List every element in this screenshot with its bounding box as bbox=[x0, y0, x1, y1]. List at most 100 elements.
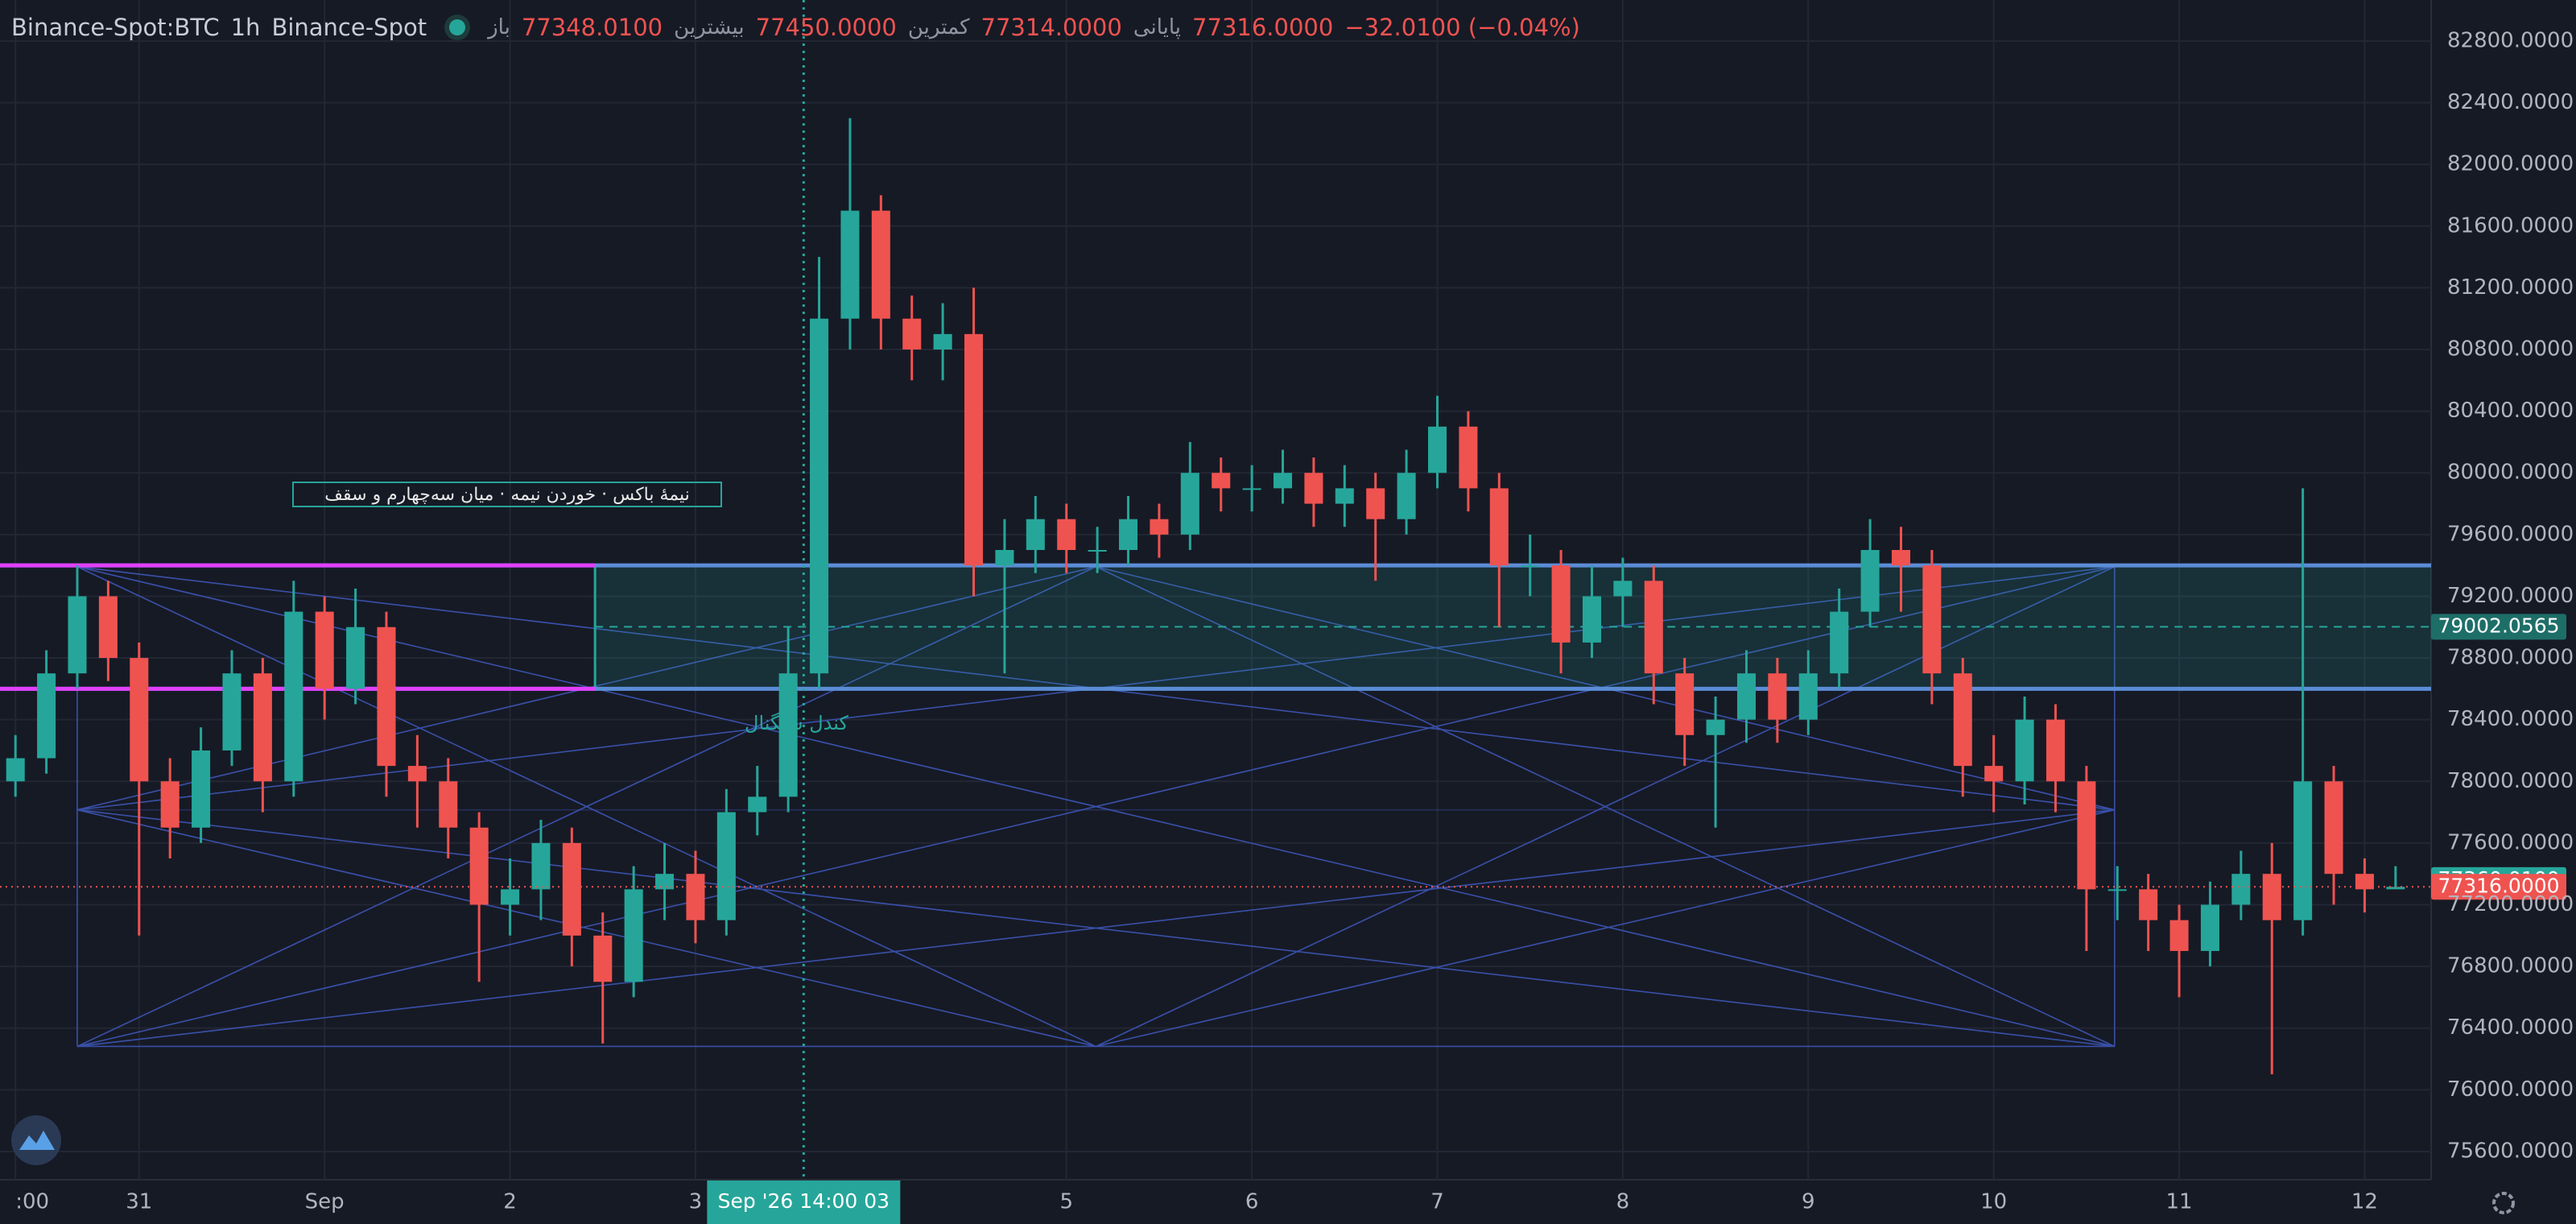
candle-body bbox=[407, 766, 427, 782]
y-tick-label: 76800.0000 bbox=[2447, 954, 2574, 978]
high-value: 77450.0000 bbox=[755, 14, 897, 41]
open-label: باز bbox=[488, 15, 510, 39]
candle-body bbox=[964, 333, 984, 566]
candle-body bbox=[1984, 766, 2004, 782]
y-tick-label: 79600.0000 bbox=[2447, 522, 2574, 546]
candle-body bbox=[1489, 488, 1509, 566]
candle-body bbox=[902, 318, 922, 350]
candle-body bbox=[1427, 426, 1447, 473]
candle-body bbox=[871, 210, 890, 319]
candle-body bbox=[593, 935, 613, 982]
candle-body bbox=[1150, 519, 1169, 535]
price-label: 79002.0565 bbox=[2438, 614, 2559, 637]
y-tick-label: 77200.0000 bbox=[2447, 892, 2574, 916]
candle-body bbox=[68, 596, 87, 674]
candle-body bbox=[1953, 673, 1972, 767]
candle-body bbox=[1768, 673, 1787, 720]
y-tick-label: 80400.0000 bbox=[2447, 399, 2574, 423]
candle-body bbox=[1057, 519, 1076, 550]
candle-body bbox=[562, 842, 581, 936]
fan-line bbox=[76, 566, 2115, 1048]
y-tick-label: 76000.0000 bbox=[2447, 1077, 2574, 1102]
fan-line bbox=[76, 808, 2115, 1048]
y-tick-label: 75600.0000 bbox=[2447, 1139, 2574, 1163]
candle-body bbox=[2077, 781, 2096, 890]
logo bbox=[11, 1115, 61, 1165]
candle-body bbox=[501, 889, 520, 905]
low-label: کمترین bbox=[907, 15, 970, 39]
price-label-bg bbox=[2431, 614, 2566, 640]
candle-body bbox=[222, 673, 242, 751]
y-tick-label: 82800.0000 bbox=[2447, 28, 2574, 52]
interval[interactable]: 1h bbox=[230, 14, 261, 41]
logo-mark bbox=[19, 1131, 55, 1150]
fan-line bbox=[1096, 808, 2115, 1048]
candle-body bbox=[1706, 719, 1725, 735]
candle-body bbox=[1891, 549, 1910, 566]
y-tick-label: 81200.0000 bbox=[2447, 275, 2574, 300]
close-label: پایانی bbox=[1133, 15, 1182, 39]
candle-body bbox=[1366, 488, 1385, 519]
status-dot bbox=[449, 19, 466, 35]
candle-body bbox=[2015, 719, 2034, 782]
close-value: 77316.0000 bbox=[1192, 14, 1334, 41]
candle-body bbox=[439, 781, 458, 828]
x-tick-label: 6 bbox=[1245, 1190, 1259, 1214]
x-tick-label: 3 bbox=[689, 1190, 703, 1214]
candle-body bbox=[1582, 596, 1602, 643]
y-tick-label: 82000.0000 bbox=[2447, 152, 2574, 176]
candle-body bbox=[1521, 565, 1540, 568]
y-tick-label: 82400.0000 bbox=[2447, 90, 2574, 114]
y-tick-label: 78800.0000 bbox=[2447, 646, 2574, 670]
x-tick-label: 9 bbox=[1802, 1190, 1815, 1214]
crosshair-label: Sep '26 14:00 03 bbox=[718, 1189, 890, 1213]
candle-body bbox=[2293, 781, 2313, 920]
x-tick-label: 2 bbox=[503, 1190, 517, 1214]
y-tick-label: 78000.0000 bbox=[2447, 769, 2574, 793]
y-tick-label: 76400.0000 bbox=[2447, 1015, 2574, 1040]
settings-icon[interactable] bbox=[2492, 1192, 2515, 1214]
candle-body bbox=[2046, 719, 2065, 782]
x-tick-label: 11 bbox=[2166, 1190, 2193, 1214]
candle-body bbox=[1212, 473, 1231, 489]
y-tick-label: 77600.0000 bbox=[2447, 830, 2574, 854]
change-value: −32.0100 (−0.04%) bbox=[1344, 14, 1580, 41]
x-tick-label: :00 bbox=[15, 1190, 49, 1214]
x-tick-label: 8 bbox=[1616, 1190, 1630, 1214]
candle-body bbox=[995, 549, 1014, 566]
settings-button[interactable] bbox=[2492, 1192, 2515, 1214]
exchange: Binance-Spot bbox=[271, 14, 427, 41]
candle-body bbox=[686, 874, 705, 920]
candle-body bbox=[2169, 920, 2189, 951]
candle-body bbox=[2386, 887, 2405, 890]
candle-body bbox=[1922, 565, 1942, 674]
fan-line bbox=[76, 808, 1096, 1048]
candle-body bbox=[2107, 889, 2127, 891]
candle-body bbox=[1304, 473, 1323, 504]
candle-body bbox=[160, 781, 180, 828]
y-tick-label: 79200.0000 bbox=[2447, 584, 2574, 608]
candle-body bbox=[748, 796, 767, 813]
x-tick-label: 7 bbox=[1430, 1190, 1444, 1214]
candle-body bbox=[192, 750, 211, 828]
candle-body bbox=[37, 673, 56, 759]
candle-body bbox=[469, 827, 489, 905]
candle-body bbox=[377, 626, 396, 767]
candle-body bbox=[1644, 581, 1663, 674]
candle-body bbox=[2139, 889, 2158, 920]
y-tick-label: 80800.0000 bbox=[2447, 337, 2574, 362]
candle-body bbox=[130, 658, 149, 782]
candle-body bbox=[2262, 874, 2281, 920]
candle-body bbox=[1675, 673, 1695, 735]
candle-body bbox=[1026, 519, 1045, 550]
candle-body bbox=[1273, 473, 1293, 489]
candle-body bbox=[1613, 581, 1633, 597]
symbol[interactable]: Binance-Spot:BTC bbox=[11, 14, 220, 41]
candle-body bbox=[1736, 673, 1757, 720]
x-tick-label: 5 bbox=[1059, 1190, 1073, 1214]
y-tick-label: 78400.0000 bbox=[2447, 707, 2574, 731]
candle-body bbox=[840, 210, 860, 319]
fan-drawing bbox=[76, 565, 2116, 1048]
